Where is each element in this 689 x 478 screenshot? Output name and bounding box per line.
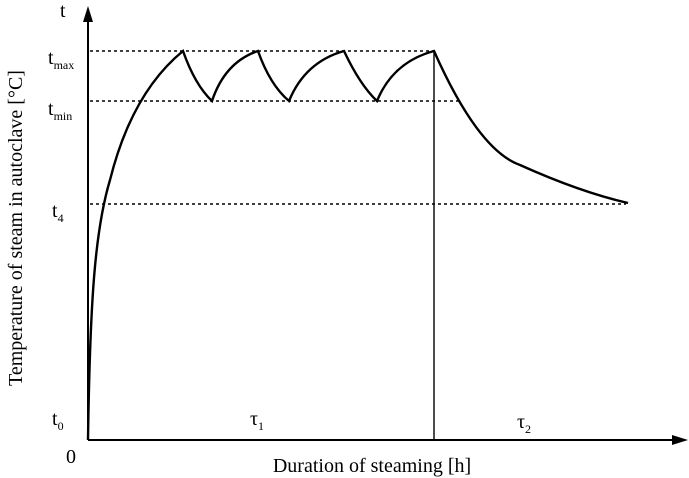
x-axis-arrow: [672, 435, 688, 445]
tau1-label: τ1: [250, 408, 264, 433]
y-axis-title: Temperature of steam in autoclave [°C]: [5, 70, 27, 386]
tmax-label: tmax: [48, 47, 74, 72]
origin-label: 0: [66, 446, 76, 468]
t4-label: t4: [52, 200, 64, 225]
y-axis-symbol: t: [60, 0, 66, 22]
y-axis-arrow: [83, 6, 93, 22]
t0-label: t0: [52, 408, 64, 433]
tmin-label: tmin: [48, 98, 72, 123]
temperature-curve: [86, 48, 629, 441]
x-axis-title: Duration of steaming [h]: [273, 455, 471, 477]
tau2-label: τ2: [517, 411, 531, 436]
